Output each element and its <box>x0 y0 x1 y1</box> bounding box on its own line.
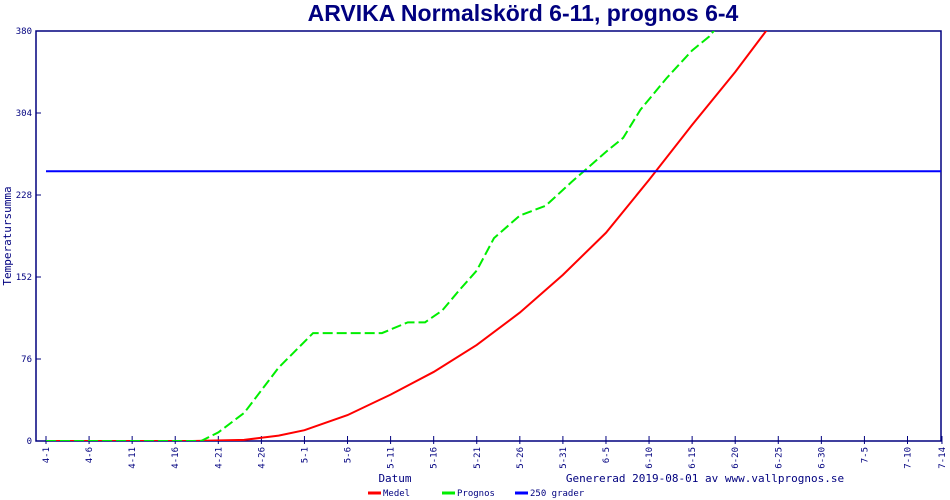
y-axis-label: Temperatursumma <box>1 186 14 285</box>
y-tick-label: 228 <box>16 191 32 201</box>
x-tick-label: 4-21 <box>214 447 224 469</box>
x-tick-label: 6-30 <box>817 447 827 469</box>
series-line-medel <box>46 31 768 441</box>
y-tick-label: 304 <box>16 109 32 119</box>
x-tick-label: 6-25 <box>774 447 784 469</box>
series-line-prognos <box>46 31 715 441</box>
chart-title: ARVIKA Normalskörd 6-11, prognos 6-4 <box>307 0 739 26</box>
y-tick-label: 76 <box>21 355 32 365</box>
x-tick-label: 6-5 <box>602 447 612 463</box>
y-tick-label: 0 <box>27 437 32 447</box>
x-tick-label: 5-11 <box>387 447 397 469</box>
y-tick-label: 380 <box>16 27 32 37</box>
x-tick-label: 5-31 <box>559 447 569 469</box>
x-tick-label: 7-14 <box>938 447 948 469</box>
x-tick-label: 5-16 <box>430 447 440 469</box>
x-tick-label: 4-26 <box>257 447 267 469</box>
x-tick-label: 4-1 <box>42 447 52 463</box>
x-tick-label: 6-15 <box>688 447 698 469</box>
legend-label: 250 grader <box>530 489 585 499</box>
y-tick-label: 152 <box>16 273 32 283</box>
x-tick-label: 7-5 <box>860 447 870 463</box>
x-tick-label: 5-1 <box>300 447 310 463</box>
x-tick-label: 6-10 <box>645 447 655 469</box>
x-tick-label: 5-26 <box>516 447 526 469</box>
x-axis-label: Datum <box>378 472 411 485</box>
x-tick-label: 6-20 <box>731 447 741 469</box>
legend-label: Prognos <box>457 489 495 499</box>
legend-label: Medel <box>383 489 410 499</box>
x-tick-label: 7-10 <box>904 447 914 469</box>
x-tick-label: 5-21 <box>473 447 483 469</box>
x-tick-label: 4-16 <box>171 447 181 469</box>
plot-frame <box>35 30 942 442</box>
x-tick-label: 5-6 <box>344 447 354 463</box>
footer-text: Genererad 2019-08-01 av www.vallprognos.… <box>566 472 844 485</box>
x-tick-label: 4-11 <box>128 447 138 469</box>
x-tick-label: 4-6 <box>85 447 95 463</box>
